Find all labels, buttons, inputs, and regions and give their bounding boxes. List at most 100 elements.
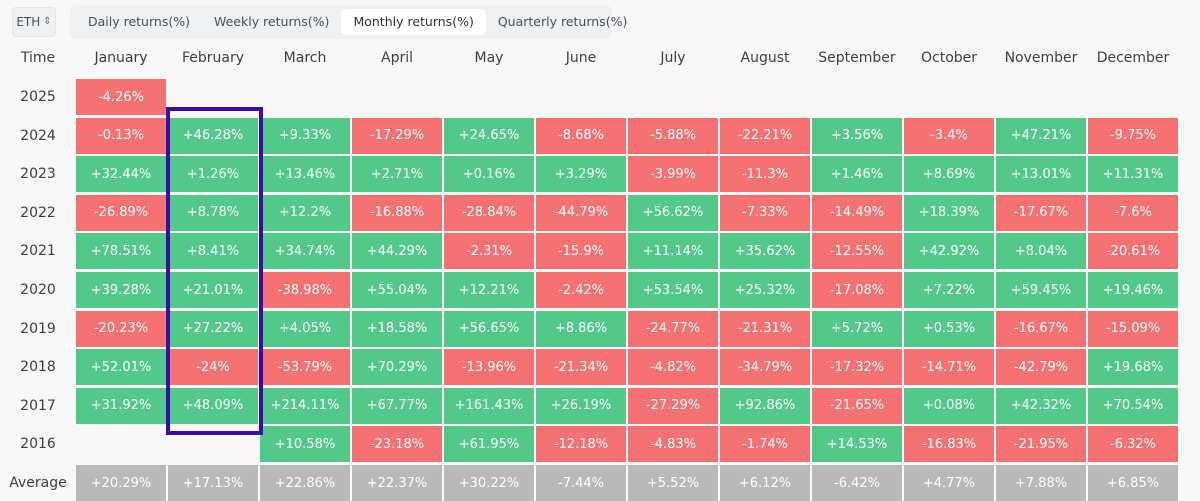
return-cell: +8.78% — [168, 194, 258, 231]
return-cell: +92.86% — [720, 387, 810, 424]
return-cell: +12.2% — [260, 194, 350, 231]
return-cell: +12.21% — [444, 272, 534, 308]
average-cell: +17.13% — [168, 465, 258, 501]
return-cell: +42.32% — [996, 387, 1086, 424]
month-header-august: August — [740, 50, 790, 66]
return-cell: -24.77% — [628, 310, 718, 347]
return-cell: -2.31% — [444, 233, 534, 270]
return-cell: -6.32% — [1088, 426, 1178, 463]
return-cell: -21.65% — [812, 387, 902, 424]
return-cell: -23.18% — [352, 426, 442, 463]
return-cell: +52.01% — [76, 349, 166, 386]
return-cell: +8.69% — [904, 156, 994, 193]
return-cell: +27.22% — [168, 310, 258, 347]
year-label: 2021 — [20, 243, 56, 260]
returns-tabs: Daily returns(%) Weekly returns(%) Month… — [70, 4, 627, 39]
month-header-december: December — [1096, 50, 1170, 66]
return-cell: -3.4% — [904, 117, 994, 154]
year-label: 2017 — [20, 397, 56, 414]
return-cell: +39.28% — [76, 272, 166, 308]
return-cell: +8.86% — [536, 310, 626, 347]
return-cell: +161.43% — [444, 387, 534, 424]
tab-monthly-returns[interactable]: Monthly returns(%) — [341, 8, 486, 35]
month-header-march: March — [283, 50, 327, 66]
return-cell: -4.26% — [76, 79, 166, 115]
return-cell: +1.26% — [168, 156, 258, 193]
return-cell: +13.01% — [996, 156, 1086, 193]
return-cell: +59.45% — [996, 272, 1086, 308]
return-cell: -17.29% — [352, 117, 442, 154]
return-cell: -13.96% — [444, 349, 534, 386]
return-cell: +3.56% — [812, 117, 902, 154]
return-cell: +53.54% — [628, 272, 718, 308]
return-cell: -26.89% — [76, 194, 166, 231]
return-cell: +1.46% — [812, 156, 902, 193]
return-cell: +26.19% — [536, 387, 626, 424]
tab-daily-returns[interactable]: Daily returns(%) — [88, 14, 190, 29]
return-cell: +70.29% — [352, 349, 442, 386]
return-cell: -15.9% — [536, 233, 626, 270]
year-label: 2018 — [20, 359, 56, 376]
return-cell: -21.34% — [536, 349, 626, 386]
average-cell: +22.37% — [352, 465, 442, 501]
return-cell: -12.55% — [812, 233, 902, 270]
return-cell: +31.92% — [76, 387, 166, 424]
return-cell: -20.23% — [76, 310, 166, 347]
average-cell: +20.29% — [76, 465, 166, 501]
tab-weekly-returns[interactable]: Weekly returns(%) — [213, 14, 330, 29]
return-cell: +18.39% — [904, 194, 994, 231]
return-cell: +2.71% — [352, 156, 442, 193]
return-cell: +10.58% — [260, 426, 350, 463]
average-cell: +6.12% — [720, 465, 810, 501]
asset-selector-value: ETH — [16, 14, 41, 29]
return-cell: +4.05% — [260, 310, 350, 347]
return-cell: +48.09% — [168, 387, 258, 424]
return-cell: -42.79% — [996, 349, 1086, 386]
return-cell: +8.41% — [168, 233, 258, 270]
return-cell: +32.44% — [76, 156, 166, 193]
return-cell: +14.53% — [812, 426, 902, 463]
return-cell: +0.16% — [444, 156, 534, 193]
return-cell: -15.09% — [1088, 310, 1178, 347]
asset-selector[interactable]: ETH ⇕ — [12, 6, 56, 37]
return-cell: -14.71% — [904, 349, 994, 386]
return-cell: +67.77% — [352, 387, 442, 424]
average-cell: +7.88% — [996, 465, 1086, 501]
return-cell: -4.82% — [628, 349, 718, 386]
return-cell: +7.22% — [904, 272, 994, 308]
return-cell: +25.32% — [720, 272, 810, 308]
return-cell: -28.84% — [444, 194, 534, 231]
return-cell: +9.33% — [260, 117, 350, 154]
return-cell: +214.11% — [260, 387, 350, 424]
average-label: Average — [9, 475, 67, 491]
month-header-april: April — [381, 50, 413, 66]
return-cell: -11.3% — [720, 156, 810, 193]
month-header-february: February — [181, 50, 245, 66]
return-cell: +47.21% — [996, 117, 1086, 154]
return-cell: +46.28% — [168, 117, 258, 154]
return-cell: -4.83% — [628, 426, 718, 463]
return-cell: -27.29% — [628, 387, 718, 424]
return-cell: +56.62% — [628, 194, 718, 231]
return-cell: +24.65% — [444, 117, 534, 154]
tab-quarterly-returns[interactable]: Quarterly returns(%) — [497, 14, 628, 29]
year-label: 2019 — [20, 320, 56, 337]
return-cell: +56.65% — [444, 310, 534, 347]
return-cell: -2.42% — [536, 272, 626, 308]
year-label: 2023 — [20, 166, 56, 183]
return-cell: +11.14% — [628, 233, 718, 270]
return-cell: -34.79% — [720, 349, 810, 386]
return-cell: +35.62% — [720, 233, 810, 270]
year-label: 2024 — [20, 127, 56, 144]
year-label: 2020 — [20, 282, 56, 298]
return-cell: +0.53% — [904, 310, 994, 347]
return-cell: -14.49% — [812, 194, 902, 231]
return-cell: +13.46% — [260, 156, 350, 193]
return-cell: +8.04% — [996, 233, 1086, 270]
return-cell: +19.68% — [1088, 349, 1178, 386]
return-cell: +21.01% — [168, 272, 258, 308]
return-cell: -20.61% — [1088, 233, 1178, 270]
return-cell: +42.92% — [904, 233, 994, 270]
return-cell: -17.08% — [812, 272, 902, 308]
return-cell: -16.67% — [996, 310, 1086, 347]
